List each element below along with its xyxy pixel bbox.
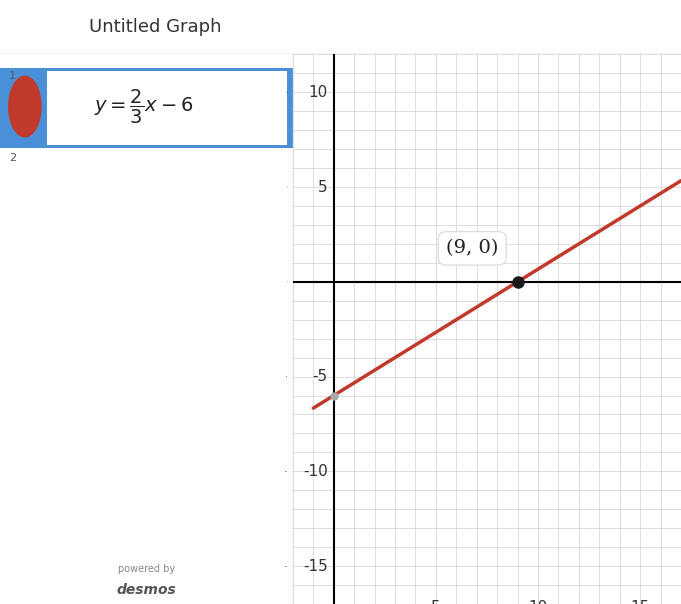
Text: $y = \dfrac{2}{3}x - 6$: $y = \dfrac{2}{3}x - 6$: [94, 88, 193, 126]
FancyBboxPatch shape: [47, 71, 287, 145]
Text: 2: 2: [9, 153, 16, 163]
Text: 10: 10: [308, 85, 328, 100]
Text: 5: 5: [318, 179, 328, 194]
Text: Untitled Graph: Untitled Graph: [89, 18, 221, 36]
Text: 5: 5: [431, 600, 441, 604]
Text: 10: 10: [528, 600, 548, 604]
Text: -15: -15: [303, 559, 328, 574]
Text: 1: 1: [9, 71, 16, 81]
Text: powered by: powered by: [118, 564, 175, 574]
FancyBboxPatch shape: [0, 68, 293, 148]
Text: 15: 15: [631, 600, 650, 604]
Text: desmos: desmos: [116, 583, 176, 597]
Text: -5: -5: [313, 369, 328, 384]
Text: (9, 0): (9, 0): [446, 239, 498, 257]
Text: -10: -10: [303, 464, 328, 479]
Circle shape: [9, 76, 41, 137]
